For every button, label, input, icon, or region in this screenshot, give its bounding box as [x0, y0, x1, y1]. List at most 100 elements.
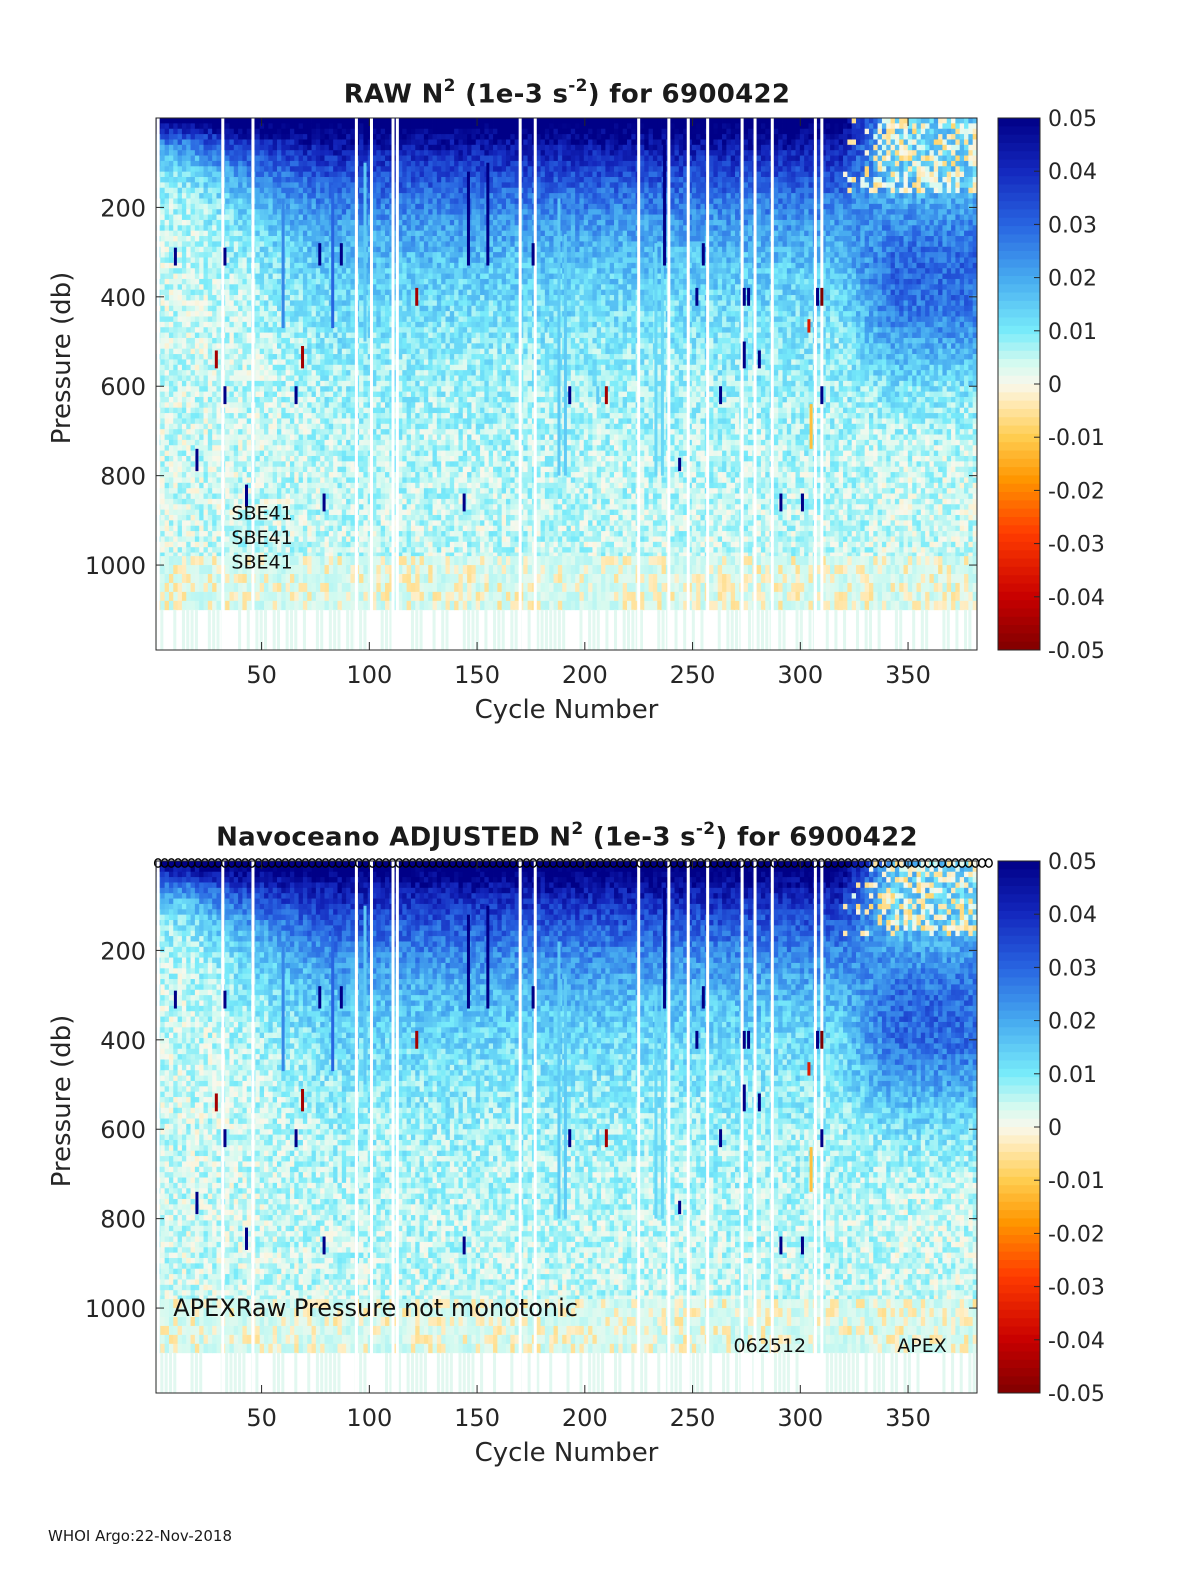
heatmap-cell [177, 434, 183, 441]
heatmap-cell [315, 187, 321, 194]
heatmap-cell [302, 257, 308, 264]
heatmap-cell [294, 337, 299, 344]
heatmap-cell [302, 311, 308, 317]
heatmap-cell [212, 246, 217, 253]
heatmap-cell [229, 380, 235, 387]
heatmap-cell [385, 591, 390, 602]
heatmap-cell [190, 493, 196, 500]
heatmap-cell [307, 413, 312, 419]
heatmap-cell [315, 273, 321, 280]
heatmap-cell [173, 225, 178, 232]
heatmap-cell [212, 552, 217, 559]
heatmap-cell [168, 187, 174, 194]
heatmap-cell [259, 160, 265, 167]
heatmap-cell [203, 337, 209, 344]
heatmap-cell [233, 150, 239, 156]
heatmap-cell [255, 514, 261, 521]
heatmap-cell [186, 295, 191, 301]
heatmap-cell [181, 177, 187, 183]
heatmap-cell [333, 273, 338, 280]
heatmap-cell [203, 574, 209, 584]
heatmap-cell [177, 504, 183, 511]
heatmap-cell [385, 493, 390, 500]
heatmap-cell [276, 316, 282, 323]
heatmap-cell [255, 337, 261, 344]
heatmap-cell [190, 556, 196, 566]
heatmap-cell [397, 171, 403, 178]
heatmap-cell [177, 278, 183, 285]
heatmap-cell [194, 209, 200, 215]
heatmap-cell [203, 582, 209, 593]
heatmap-cell [173, 380, 178, 387]
heatmap-cell [216, 321, 222, 328]
heatmap-cell [376, 236, 382, 242]
heatmap-cell [186, 380, 191, 387]
heatmap-cell [376, 316, 382, 323]
heatmap-cell [281, 332, 287, 339]
heatmap-cell [177, 316, 183, 323]
heatmap-cell [160, 187, 166, 194]
heatmap-cell [255, 300, 261, 307]
heatmap-cell [324, 407, 330, 414]
heatmap-cell [255, 531, 261, 537]
heatmap-cell [160, 348, 166, 355]
heatmap-cell [298, 434, 304, 441]
heatmap-cell [246, 359, 252, 366]
heatmap-cell [272, 295, 278, 301]
heatmap-cell [160, 434, 166, 441]
heatmap-cell [173, 488, 178, 494]
heatmap-cell [225, 236, 230, 242]
heatmap-cell [199, 193, 204, 199]
heatmap-cell [298, 316, 304, 323]
heatmap-cell [376, 413, 382, 419]
heatmap-cell [350, 423, 356, 430]
heatmap-cell [350, 262, 356, 269]
heatmap-cell [315, 177, 321, 183]
heatmap-cell [268, 364, 274, 371]
heatmap-cell [294, 541, 299, 548]
heatmap-cell [233, 252, 239, 258]
heatmap-cell [285, 236, 291, 242]
heatmap-cell [186, 541, 191, 548]
heatmap-cell [328, 477, 334, 484]
heatmap-cell [359, 531, 364, 537]
heatmap-cell [255, 591, 261, 602]
heatmap-cell [289, 466, 295, 473]
heatmap-cell [238, 541, 243, 548]
heatmap-cell [259, 498, 265, 505]
heatmap-cell [207, 246, 213, 253]
heatmap-cell [281, 144, 287, 151]
heatmap-cell [186, 262, 191, 269]
heatmap-cell [255, 257, 261, 264]
heatmap-cell [281, 413, 287, 419]
heatmap-cell [199, 321, 204, 328]
heatmap-cell [337, 429, 343, 435]
heatmap-cell [346, 321, 351, 328]
heatmap-cell [341, 257, 347, 264]
heatmap-cell [337, 552, 343, 559]
heatmap-cell [181, 348, 187, 355]
heatmap-cell [337, 477, 343, 484]
heatmap-cell [168, 348, 174, 355]
heatmap-cell [168, 450, 174, 457]
heatmap-cell [190, 536, 196, 543]
heatmap-cell [186, 413, 191, 419]
heatmap-cell [307, 134, 312, 140]
heatmap-cell [376, 166, 382, 173]
heatmap-cell [315, 321, 321, 328]
heatmap-cell [372, 370, 377, 376]
heatmap-cell [264, 295, 269, 301]
heatmap-cell [272, 418, 278, 425]
heatmap-cell [168, 472, 174, 478]
heatmap-cell [324, 591, 330, 602]
heatmap-cell [264, 268, 269, 274]
heatmap-cell [272, 493, 278, 500]
heatmap-cell [350, 332, 356, 339]
heatmap-cell [289, 236, 295, 242]
heatmap-cell [268, 284, 274, 291]
heatmap-cell [272, 514, 278, 521]
heatmap-cell [281, 439, 287, 446]
heatmap-cell [302, 241, 308, 248]
heatmap-cell [186, 155, 191, 162]
heatmap-cell [207, 160, 213, 167]
